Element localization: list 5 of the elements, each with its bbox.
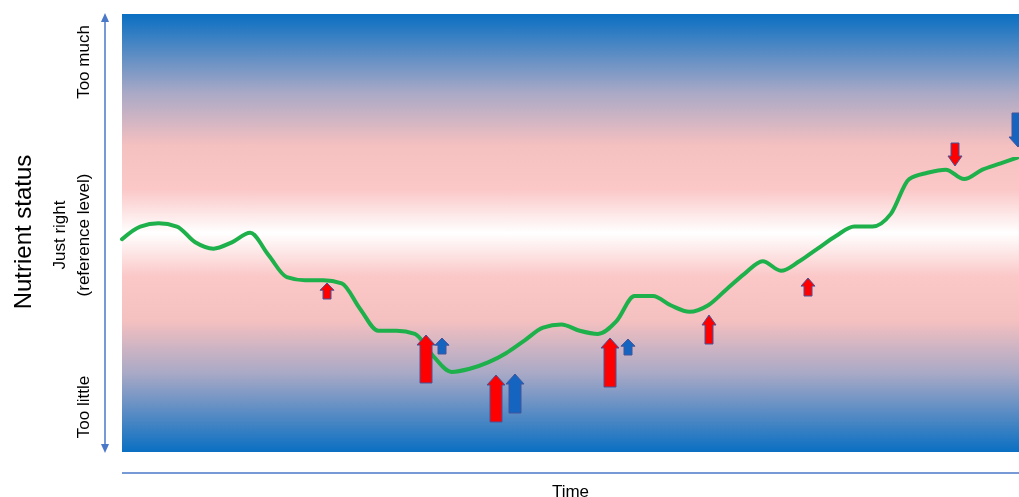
- y-axis-title: Nutrient status: [9, 154, 36, 310]
- x-axis-title: Time: [551, 482, 590, 497]
- text: Just right (reference level): [50, 173, 93, 297]
- text: Too much: [74, 25, 93, 99]
- text: Too little: [74, 375, 93, 439]
